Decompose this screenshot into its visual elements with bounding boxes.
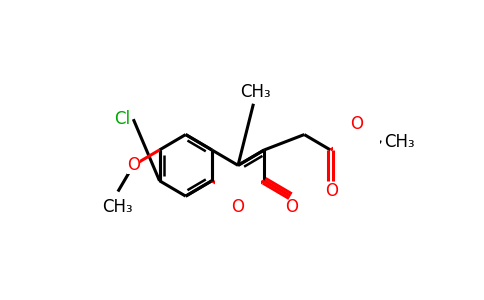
- Text: CH₃: CH₃: [384, 133, 415, 151]
- Text: O: O: [350, 115, 363, 133]
- Text: O: O: [286, 198, 299, 216]
- Text: CH₃: CH₃: [240, 83, 270, 101]
- Text: CH₃: CH₃: [103, 198, 133, 216]
- Text: O: O: [231, 198, 244, 216]
- Text: O: O: [325, 182, 338, 200]
- Text: Cl: Cl: [114, 110, 130, 128]
- Text: O: O: [127, 156, 140, 174]
